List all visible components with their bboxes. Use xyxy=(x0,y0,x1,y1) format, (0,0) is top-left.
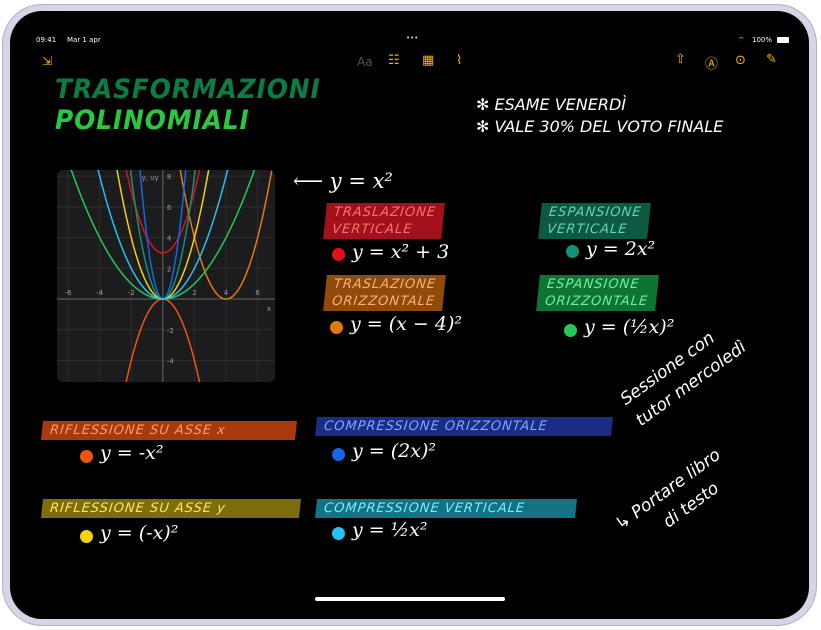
x-tick-label: 4 xyxy=(224,289,229,297)
battery-icon xyxy=(777,37,789,43)
label-compressione-orizzontale: COMPRESSIONE ORIZZONTALE xyxy=(315,417,613,436)
bullet-weight: ✻ VALE 30% DEL VOTO FINALE xyxy=(476,117,724,136)
formula-vertical-shift: y = x² + 3 xyxy=(352,241,450,263)
label-traslazione-verticale: TRASLAZIONE VERTICALE xyxy=(323,203,446,239)
label-line1: ESPANSIONE xyxy=(548,205,643,220)
y-tick-label: -2 xyxy=(167,327,174,335)
curve--2x-2 xyxy=(139,170,187,300)
y-tick-label: 2 xyxy=(167,265,171,273)
home-indicator[interactable] xyxy=(315,597,505,601)
compose-icon[interactable]: ✎ xyxy=(766,52,777,67)
color-dot-yellow xyxy=(80,530,93,543)
color-dot-blue xyxy=(332,448,345,461)
label-compressione-verticale: COMPRESSIONE VERTICALE xyxy=(315,499,577,518)
formula-horizontal-compression: y = (2x)² xyxy=(352,440,436,462)
ipad-frame: 09:41 Mar 1 apr ••• ⌔ 100% ⇲ Aa ☷ ▦ ⌇ ⇧ … xyxy=(2,4,817,626)
y-tick-label: 4 xyxy=(167,235,172,243)
label-line1: TRASLAZIONE xyxy=(333,205,437,220)
bullet-exam: ✻ ESAME VENERDÌ xyxy=(476,95,626,114)
x-tick-label: -4 xyxy=(96,289,104,297)
formula-horizontal-shift: y = (x − 4)² xyxy=(350,313,462,335)
function-graph: -6 -4 -2 2 4 6 8 6 4 2 -2 -4 x y, uy xyxy=(57,170,275,382)
paperclip-icon[interactable]: ⌇ xyxy=(456,53,463,68)
x-tick-label: -6 xyxy=(65,289,73,297)
status-date: Mar 1 apr xyxy=(67,36,101,44)
y-tick-label: 8 xyxy=(167,173,171,181)
formula-vertical-stretch: y = 2x² xyxy=(586,238,656,260)
label-line2: VERTICALE xyxy=(546,222,629,237)
label-espansione-orizzontale: ESPANSIONE ORIZZONTALE xyxy=(536,275,659,311)
notes-screen: 09:41 Mar 1 apr ••• ⌔ 100% ⇲ Aa ☷ ▦ ⌇ ⇧ … xyxy=(10,11,809,619)
status-time: 09:41 xyxy=(36,36,57,44)
label-espansione-verticale: ESPANSIONE VERTICALE xyxy=(538,203,651,239)
note-title-line1: TRASFORMAZIONI xyxy=(55,74,321,105)
curve-x-2-2 xyxy=(97,170,229,300)
collapse-arrows-icon[interactable]: ⇲ xyxy=(42,54,53,68)
y-tick-label: 6 xyxy=(167,204,172,212)
label-line2: ORIZZONTALE xyxy=(544,294,649,309)
checklist-icon[interactable]: ☷ xyxy=(388,53,400,68)
formula-y-reflection: y = (-x)² xyxy=(100,522,179,544)
label-riflessione-asse-y: RIFLESSIONE SU ASSE y xyxy=(41,499,301,518)
formula-horizontal-stretch: y = (½x)² xyxy=(584,316,675,338)
color-dot-orange-red xyxy=(80,450,93,463)
markup-pen-icon[interactable]: Ⓐ xyxy=(705,57,719,72)
label-traslazione-orizzontale: TRASLAZIONE ORIZZONTALE xyxy=(323,275,446,311)
label-line2: VERTICALE xyxy=(331,222,414,237)
x-tick-label: 6 xyxy=(255,289,260,297)
curve--x-4-2 xyxy=(179,170,273,300)
table-icon[interactable]: ▦ xyxy=(422,53,435,68)
wifi-icon: ⌔ xyxy=(738,36,745,44)
color-dot-red xyxy=(332,248,345,261)
x-tick-label: 2 xyxy=(192,289,196,297)
color-dot-teal xyxy=(566,245,579,258)
label-line1: ESPANSIONE xyxy=(546,277,641,292)
x-axis-label: x xyxy=(267,305,271,313)
label-riflessione-asse-x: RIFLESSIONE SU ASSE x xyxy=(41,421,297,440)
x-tick-label: -2 xyxy=(128,289,135,297)
color-dot-orange xyxy=(330,321,343,334)
y-tick-label: -4 xyxy=(167,357,175,365)
more-icon[interactable]: ⊙ xyxy=(735,53,746,68)
curve--x-2 xyxy=(125,298,201,382)
y-axis-label: y, uy xyxy=(142,174,159,182)
text-format-icon[interactable]: Aa xyxy=(357,55,373,69)
arrow-label-base-function: ⟵ y = x² xyxy=(293,169,393,193)
color-dot-cyan xyxy=(332,527,345,540)
multitask-dots[interactable]: ••• xyxy=(406,34,419,42)
color-dot-green xyxy=(564,324,577,337)
graph-panel: -6 -4 -2 2 4 6 8 6 4 2 -2 -4 x y, uy xyxy=(57,170,275,382)
formula-x-reflection: y = -x² xyxy=(100,442,164,464)
share-icon[interactable]: ⇧ xyxy=(675,52,686,67)
side-note-textbook: ↳ Portare libro di testo xyxy=(610,443,742,558)
label-line1: TRASLAZIONE xyxy=(333,277,437,292)
formula-vertical-compression: y = ½x² xyxy=(352,519,428,541)
curve-x-2-3 xyxy=(125,170,201,254)
battery-percent: 100% xyxy=(752,36,773,44)
note-title-line2: POLINOMIALI xyxy=(55,105,250,136)
label-line2: ORIZZONTALE xyxy=(331,294,436,309)
